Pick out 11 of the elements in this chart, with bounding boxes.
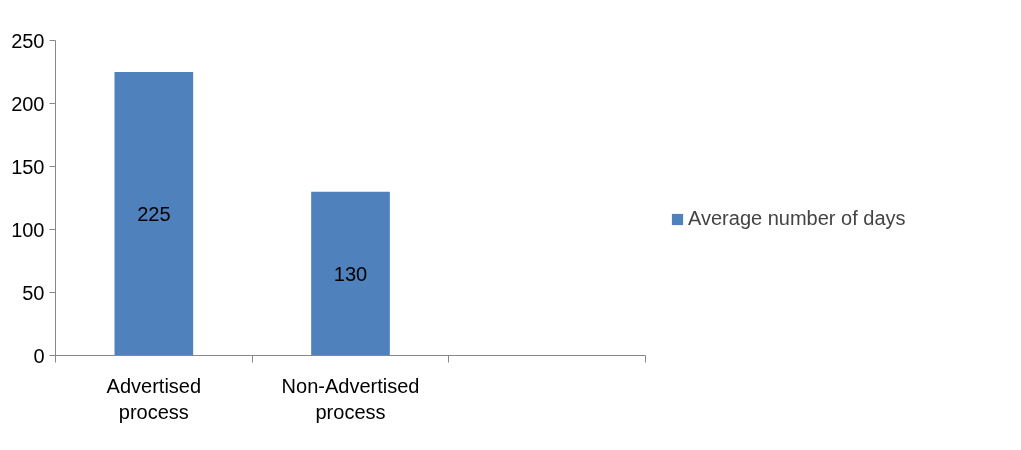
data-label: 225 bbox=[137, 202, 171, 225]
y-tick-label: 100 bbox=[11, 218, 45, 241]
y-tick-label: 200 bbox=[11, 92, 45, 115]
x-tick-label: Advertised process bbox=[106, 374, 202, 423]
data-label: 130 bbox=[333, 262, 368, 285]
y-tick-label: 0 bbox=[33, 344, 45, 367]
x-tick-label: Non-Advertised process bbox=[281, 374, 420, 423]
y-tick-label: 150 bbox=[11, 155, 45, 178]
legend-label: Average number of days bbox=[688, 207, 906, 230]
y-tick-label: 50 bbox=[22, 281, 45, 304]
y-tick-label: 250 bbox=[11, 29, 45, 52]
